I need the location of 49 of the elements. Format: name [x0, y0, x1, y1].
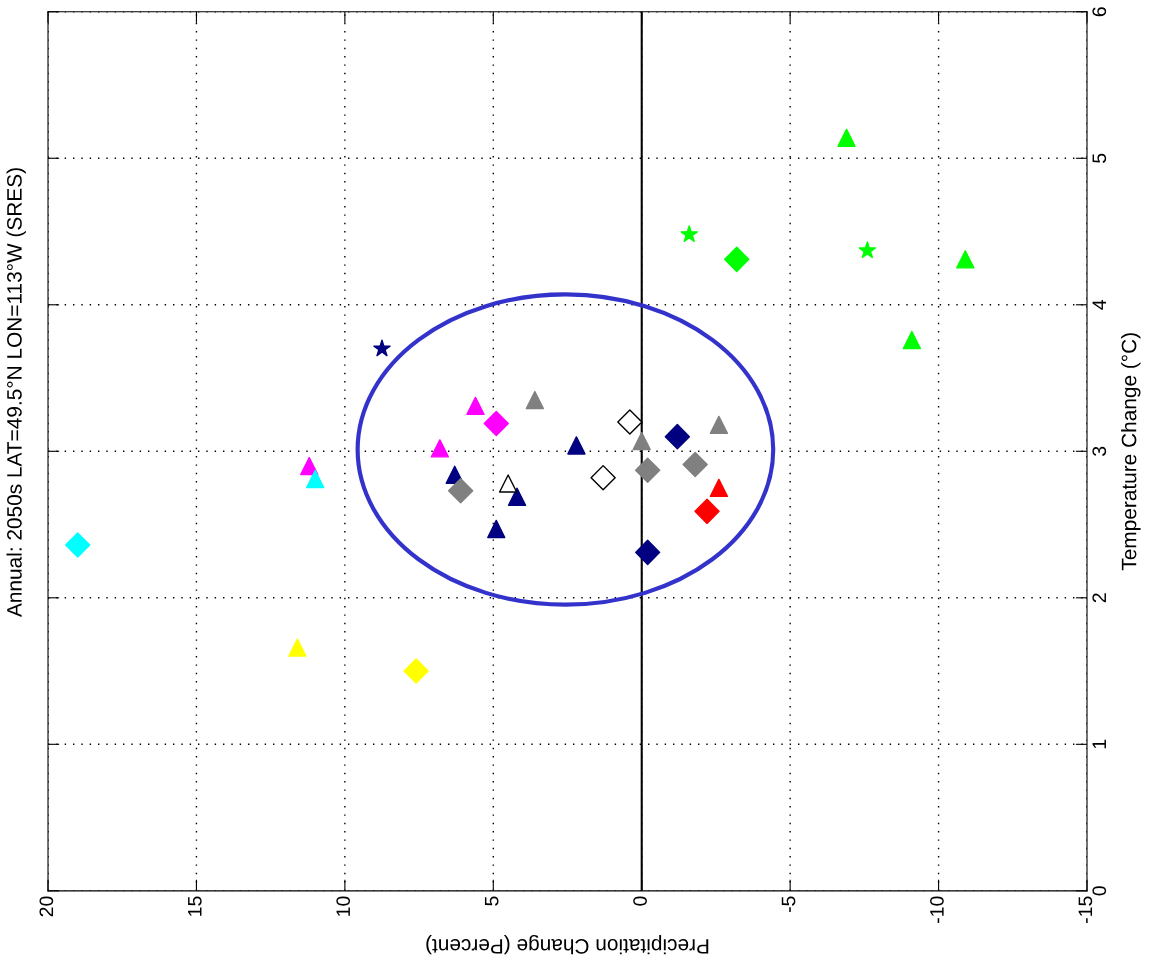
y-tick-label: 1 [1092, 739, 1106, 749]
point [507, 487, 527, 506]
point [567, 436, 586, 455]
point [632, 431, 651, 451]
y-tick-label: 2 [1092, 593, 1106, 603]
point [956, 250, 975, 269]
point [300, 456, 319, 476]
point [680, 225, 699, 243]
y-tick-label: 0 [1092, 886, 1107, 896]
point [288, 638, 307, 657]
y-tick-label: 5 [1092, 153, 1107, 163]
point [305, 469, 325, 489]
point [709, 478, 729, 498]
point [373, 339, 391, 357]
point [664, 423, 691, 450]
y-tick-label: 3 [1092, 446, 1107, 456]
point [487, 519, 506, 539]
point [403, 658, 429, 684]
point [709, 415, 729, 435]
point [466, 396, 485, 416]
x-tick-label: 10 [336, 896, 351, 916]
x-tick-label: -5 [781, 896, 796, 913]
text: Annual: 2050s LAT=49.5°N LON=113°W (SRES) [6, 168, 26, 618]
x-tick-label: 15 [188, 896, 202, 916]
y-tick-label: 6 [1092, 7, 1107, 17]
point [858, 241, 877, 259]
x-tick-label: -15 [1078, 896, 1093, 923]
point [723, 246, 750, 273]
point [634, 457, 661, 484]
y-axis-title: Temperature Change (°C) [1121, 333, 1141, 571]
point [634, 539, 661, 566]
x-axis-title: Precipitation Change (Percent) [426, 934, 709, 955]
point [64, 532, 91, 558]
point [837, 128, 856, 147]
point [682, 451, 708, 478]
y-tick-label: 4 [1092, 299, 1106, 310]
point [617, 409, 643, 435]
point [483, 410, 509, 437]
x-tick-label: 0 [633, 896, 647, 906]
point [694, 498, 720, 525]
point [525, 390, 545, 410]
point [430, 439, 450, 458]
x-tick-label: -10 [930, 896, 944, 923]
x-tick-label: 20 [39, 896, 54, 917]
point [902, 330, 922, 350]
x-tick-label: 5 [484, 896, 499, 906]
point [447, 478, 474, 504]
point [498, 474, 518, 493]
point [590, 464, 616, 491]
